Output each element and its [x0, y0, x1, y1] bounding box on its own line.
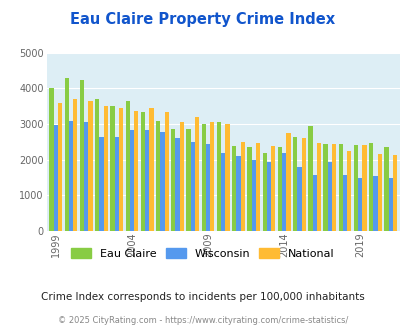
- Bar: [186, 128, 190, 231]
- Bar: [338, 144, 342, 231]
- Bar: [84, 122, 88, 231]
- Bar: [255, 143, 260, 231]
- Bar: [373, 176, 377, 231]
- Bar: [190, 142, 194, 231]
- Bar: [236, 156, 240, 231]
- Bar: [240, 142, 244, 231]
- Bar: [316, 143, 320, 231]
- Legend: Eau Claire, Wisconsin, National: Eau Claire, Wisconsin, National: [67, 244, 338, 263]
- Bar: [271, 146, 275, 231]
- Bar: [179, 122, 183, 231]
- Bar: [346, 151, 351, 231]
- Bar: [110, 106, 114, 231]
- Bar: [388, 178, 392, 231]
- Bar: [80, 80, 84, 231]
- Bar: [368, 143, 373, 231]
- Bar: [384, 147, 388, 231]
- Bar: [119, 108, 123, 231]
- Bar: [292, 137, 296, 231]
- Bar: [141, 112, 145, 231]
- Bar: [225, 124, 229, 231]
- Bar: [281, 152, 286, 231]
- Bar: [99, 137, 103, 231]
- Bar: [323, 144, 327, 231]
- Bar: [130, 130, 134, 231]
- Bar: [296, 167, 301, 231]
- Bar: [156, 120, 160, 231]
- Bar: [95, 99, 99, 231]
- Bar: [247, 147, 251, 231]
- Bar: [286, 133, 290, 231]
- Bar: [73, 99, 77, 231]
- Bar: [357, 178, 362, 231]
- Bar: [160, 132, 164, 231]
- Bar: [353, 146, 357, 231]
- Bar: [134, 111, 138, 231]
- Bar: [171, 129, 175, 231]
- Bar: [262, 153, 266, 231]
- Bar: [277, 147, 281, 231]
- Bar: [58, 103, 62, 231]
- Bar: [194, 117, 199, 231]
- Bar: [125, 101, 130, 231]
- Bar: [145, 130, 149, 231]
- Bar: [301, 138, 305, 231]
- Bar: [164, 112, 168, 231]
- Bar: [266, 161, 271, 231]
- Bar: [88, 101, 92, 231]
- Bar: [175, 138, 179, 231]
- Bar: [342, 175, 346, 231]
- Text: © 2025 CityRating.com - https://www.cityrating.com/crime-statistics/: © 2025 CityRating.com - https://www.city…: [58, 316, 347, 325]
- Bar: [53, 125, 58, 231]
- Bar: [251, 160, 255, 231]
- Bar: [312, 175, 316, 231]
- Text: Eau Claire Property Crime Index: Eau Claire Property Crime Index: [70, 12, 335, 26]
- Bar: [327, 161, 331, 231]
- Text: Crime Index corresponds to incidents per 100,000 inhabitants: Crime Index corresponds to incidents per…: [41, 292, 364, 302]
- Bar: [210, 122, 214, 231]
- Bar: [103, 106, 108, 231]
- Bar: [69, 121, 73, 231]
- Bar: [307, 126, 312, 231]
- Bar: [331, 144, 335, 231]
- Bar: [392, 155, 396, 231]
- Bar: [149, 108, 153, 231]
- Bar: [49, 88, 53, 231]
- Bar: [362, 146, 366, 231]
- Bar: [232, 146, 236, 231]
- Bar: [64, 78, 69, 231]
- Bar: [221, 152, 225, 231]
- Bar: [216, 122, 221, 231]
- Bar: [201, 124, 205, 231]
- Bar: [114, 137, 119, 231]
- Bar: [205, 144, 210, 231]
- Bar: [377, 154, 381, 231]
